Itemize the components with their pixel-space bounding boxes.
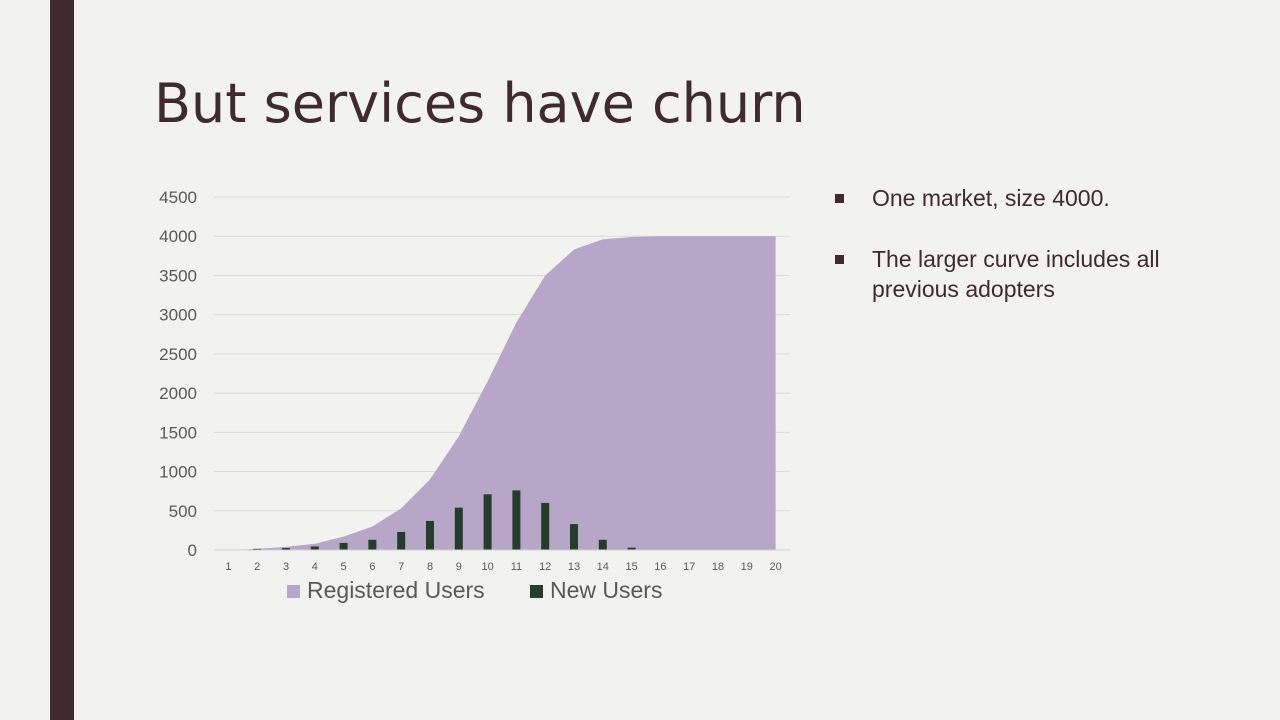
bar-new-users [253, 548, 262, 550]
x-tick-label: 4 [312, 561, 318, 573]
x-tick-label: 6 [369, 561, 375, 573]
x-tick-label: 5 [341, 561, 347, 573]
bar-new-users [368, 539, 377, 550]
x-tick-label: 7 [398, 561, 404, 573]
legend-label: New Users [550, 577, 662, 603]
x-tick-label: 13 [568, 561, 580, 573]
bullet-text: The larger curve includes all previous a… [872, 246, 1160, 302]
legend-label: Registered Users [307, 577, 485, 603]
bullet-list: One market, size 4000. The larger curve … [832, 183, 1162, 304]
y-tick-label: 2500 [159, 345, 197, 364]
bar-new-users [627, 547, 636, 550]
bar-new-users [541, 502, 550, 550]
bullet-text: One market, size 4000. [872, 185, 1110, 211]
x-tick-label: 18 [712, 561, 724, 573]
y-tick-label: 3500 [159, 266, 197, 285]
slide-title: But services have churn [154, 72, 806, 135]
x-tick-label: 14 [597, 561, 609, 573]
bar-new-users [598, 539, 607, 550]
x-tick-label: 12 [539, 561, 551, 573]
legend-swatch [530, 585, 543, 598]
y-tick-label: 1500 [159, 423, 197, 442]
slide-accent-bar [50, 0, 74, 720]
bar-new-users [570, 524, 578, 550]
bar-new-users [426, 520, 434, 550]
y-tick-label: 2000 [159, 384, 197, 403]
x-tick-label: 9 [456, 561, 462, 573]
y-tick-label: 4000 [159, 227, 197, 246]
series-area-registered-users [228, 236, 776, 550]
x-tick-label: 20 [769, 561, 781, 573]
bullet-item: The larger curve includes all previous a… [832, 244, 1162, 304]
y-tick-label: 500 [169, 502, 197, 521]
x-tick-label: 11 [511, 561, 522, 573]
y-tick-label: 3000 [159, 306, 197, 325]
x-tick-label: 10 [481, 561, 493, 573]
x-tick-label: 3 [283, 561, 289, 573]
y-tick-label: 0 [188, 541, 197, 560]
bar-new-users [310, 546, 319, 550]
x-tick-label: 2 [254, 561, 260, 573]
square-bullet-icon [835, 255, 844, 264]
x-tick-label: 1 [225, 561, 231, 573]
bar-new-users [483, 494, 492, 550]
x-tick-label: 15 [625, 561, 637, 573]
square-bullet-icon [835, 194, 844, 203]
chart: 0 500 1000 1500 2000 2500 3000 3500 4000 4500 1 2 3 4… [120, 180, 810, 620]
y-tick-label: 1000 [159, 463, 197, 482]
x-tick-label: 17 [683, 561, 695, 573]
x-tick-label: 8 [427, 561, 433, 573]
bar-new-users [282, 548, 290, 550]
x-tick-label: 19 [741, 561, 753, 573]
bullet-item: One market, size 4000. [832, 183, 1162, 213]
x-tick-label: 16 [654, 561, 666, 573]
bar-new-users [397, 531, 406, 550]
y-tick-label: 4500 [159, 188, 197, 207]
bar-new-users [454, 507, 463, 550]
bar-new-users [339, 542, 348, 550]
legend-swatch [287, 585, 300, 598]
bar-new-users [512, 490, 521, 550]
